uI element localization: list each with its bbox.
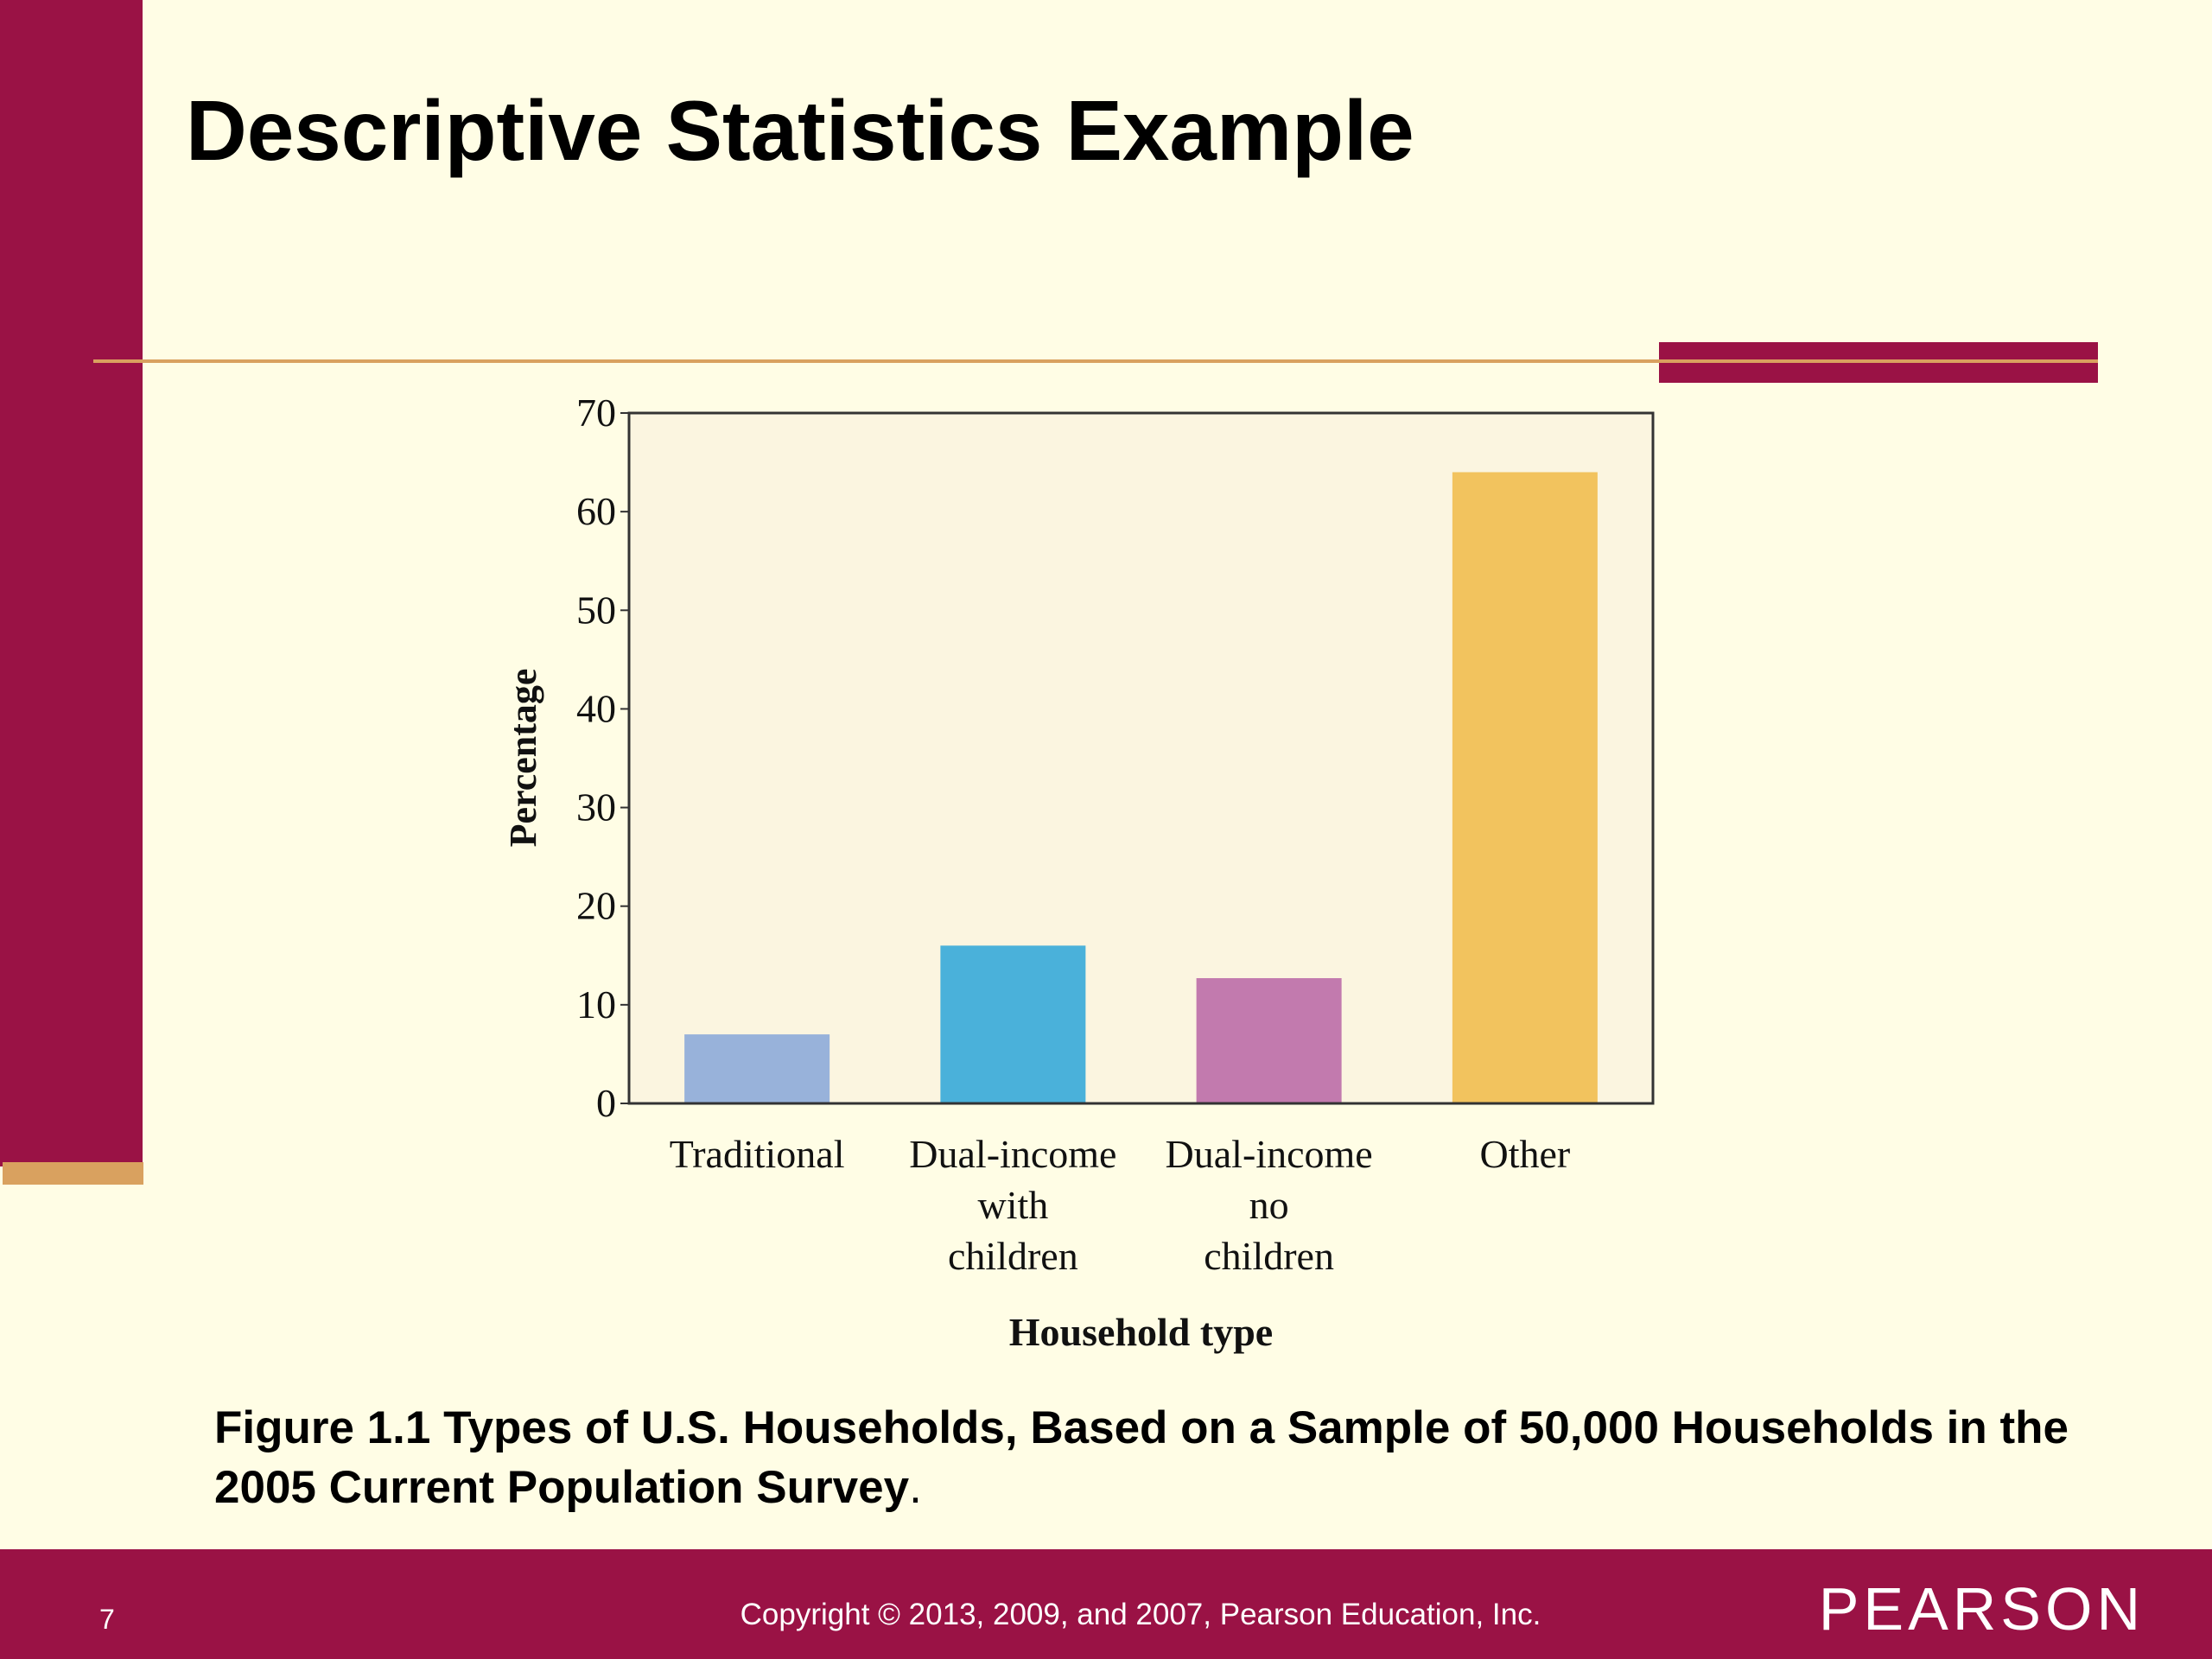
y-tick-label: 70 xyxy=(576,391,616,435)
bar-3 xyxy=(1196,978,1342,1103)
pearson-logo: PEARSON xyxy=(1818,1575,2145,1643)
caption-period: . xyxy=(909,1462,922,1513)
bar-4 xyxy=(1452,472,1598,1103)
y-axis-label: Percentage xyxy=(502,669,544,848)
x-tick-label: children xyxy=(1204,1234,1334,1278)
figure-caption: Figure 1.1 Types of U.S. Households, Bas… xyxy=(214,1398,2098,1517)
title-rule-block-line xyxy=(1659,359,2098,363)
copyright-notice: Copyright © 2013, 2009, and 2007, Pearso… xyxy=(740,1598,1541,1631)
footer-bar xyxy=(0,1549,2212,1659)
x-tick-label: no xyxy=(1249,1183,1289,1227)
x-axis-label: Household type xyxy=(1009,1310,1273,1354)
y-tick-label: 50 xyxy=(576,588,616,632)
x-tick-label: Other xyxy=(1480,1132,1571,1176)
x-tick-label: Dual-income xyxy=(909,1132,1116,1176)
y-tick-label: 60 xyxy=(576,489,616,533)
y-tick-label: 0 xyxy=(596,1081,616,1125)
x-tick-label: Traditional xyxy=(670,1132,845,1176)
y-tick-label: 10 xyxy=(576,982,616,1027)
x-tick-label: with xyxy=(977,1183,1048,1227)
plot-frame xyxy=(627,411,1655,1105)
left-accent-stripe xyxy=(3,1162,143,1185)
left-accent-bar xyxy=(0,0,143,1166)
x-tick-label: Dual-income xyxy=(1166,1132,1373,1176)
title-rule-line xyxy=(93,359,2098,363)
x-tick-label: children xyxy=(948,1234,1078,1278)
y-tick-label: 20 xyxy=(576,884,616,928)
slide-title: Descriptive Statistics Example xyxy=(186,83,1414,178)
bar-chart: Traditional Dual-income with children Dual-i… xyxy=(502,391,1655,1354)
bar-1 xyxy=(684,1034,830,1103)
y-tick-label: 30 xyxy=(576,785,616,830)
y-tick-label: 40 xyxy=(576,686,616,730)
bar-2 xyxy=(940,945,1086,1103)
caption-text: Figure 1.1 Types of U.S. Households, Bas… xyxy=(214,1402,2069,1513)
page-number: 7 xyxy=(99,1604,115,1635)
